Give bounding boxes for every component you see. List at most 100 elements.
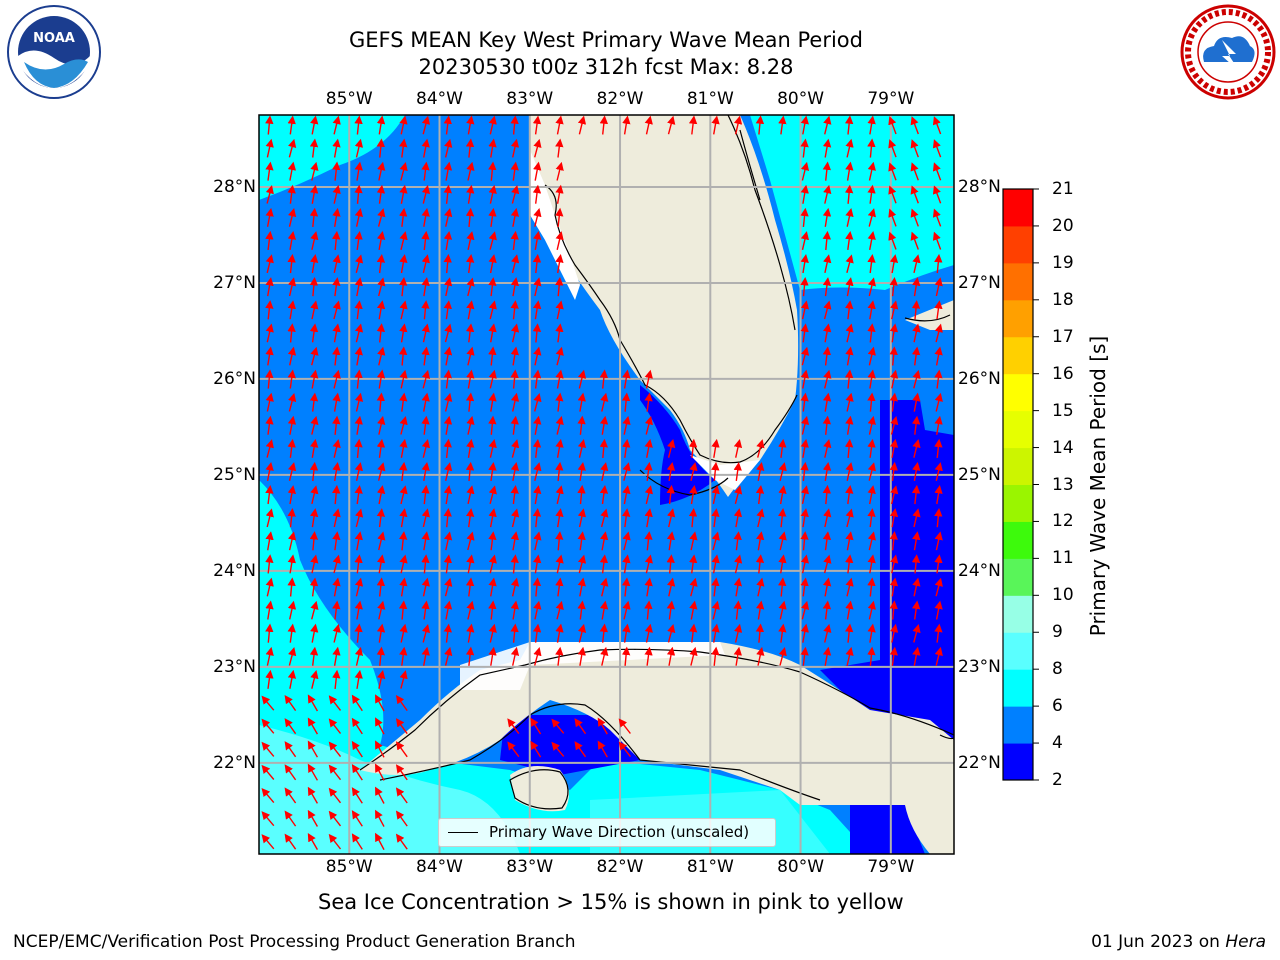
wave-direction-arrow [287,161,297,181]
wave-direction-arrow [398,277,408,297]
wave-direction-arrow [889,369,899,389]
wave-direction-arrow [912,531,921,551]
wave-direction-arrow [488,531,497,551]
wave-direction-arrow [443,346,453,366]
wave-direction-arrow [488,646,497,666]
wave-direction-arrow [261,695,275,711]
wave-direction-arrow [421,207,430,227]
colorbar-label: Primary Wave Mean Period [s] [1086,335,1110,637]
wave-direction-arrow [443,369,452,389]
wave-direction-arrow [822,461,832,482]
wave-direction-arrow [309,323,319,343]
wave-direction-arrow [711,485,720,505]
wave-direction-arrow [822,323,832,343]
wave-direction-arrow [261,741,275,757]
wave-direction-arrow [533,346,542,366]
wave-direction-arrow [264,861,274,872]
wave-direction-arrow [845,462,854,481]
wave-direction-arrow [532,508,542,528]
wave-direction-arrow [332,392,341,412]
wave-direction-arrow [309,646,319,666]
wave-direction-arrow [265,300,274,320]
wave-direction-arrow [845,577,854,597]
colorbar-segment [1003,595,1033,633]
wave-direction-arrow [599,415,609,435]
wave-direction-arrow [621,577,631,597]
wave-direction-arrow [421,138,430,158]
wave-direction-arrow [822,600,832,620]
wave-direction-arrow [375,832,385,851]
wave-direction-arrow [288,647,297,666]
wave-direction-arrow [510,531,520,551]
wave-direction-arrow [621,392,631,412]
wave-direction-arrow [778,531,787,551]
wave-direction-arrow [287,323,296,343]
wave-direction-arrow [644,461,653,481]
wave-direction-arrow [532,438,542,458]
wave-direction-arrow [354,438,363,458]
wave-direction-arrow [532,369,542,389]
wave-direction-arrow [287,253,296,274]
wave-direction-arrow [395,764,408,781]
wave-direction-arrow [351,694,363,712]
mask-cuba-north [460,642,725,690]
wave-direction-arrow [912,623,921,643]
wave-direction-arrow [265,669,274,689]
wave-direction-arrow [666,646,676,666]
wave-direction-arrow [867,184,876,204]
wave-direction-arrow [376,115,386,135]
wave-direction-arrow [287,346,297,366]
lat-label: 24°N [213,560,256,581]
wave-direction-arrow [399,623,408,643]
wave-direction-arrow [488,184,497,204]
wave-direction-arrow [488,577,497,597]
lat-label: 25°N [213,464,256,485]
wave-direction-arrow [332,531,341,551]
wave-direction-arrow [399,461,408,481]
wave-direction-arrow [376,254,386,274]
wave-direction-arrow [867,161,876,181]
wave-direction-arrow [488,138,497,158]
wave-direction-arrow [465,646,475,666]
wave-direction-arrow [507,741,520,758]
wave-direction-arrow [910,185,919,204]
wave-direction-arrow [287,508,296,528]
wave-direction-arrow [733,646,742,666]
wave-direction-arrow [555,461,564,482]
wave-direction-arrow [845,207,854,227]
wave-direction-arrow [934,623,943,643]
wave-direction-arrow [622,600,631,620]
wave-direction-arrow [844,438,854,458]
wave-direction-arrow [398,346,408,366]
wave-direction-arrow [822,531,832,551]
lon-label: 85°W [325,89,373,109]
wave-direction-arrow [309,461,319,482]
sea-ice-note: Sea Ice Concentration > 15% is shown in … [318,890,904,914]
wave-direction-arrow [376,485,386,505]
wave-direction-arrow [800,277,809,297]
land-florida [530,115,799,497]
wave-direction-arrow [510,415,519,435]
wave-direction-arrow [845,161,854,181]
wave-direction-arrow [328,787,342,804]
wave-direction-arrow [800,323,809,343]
wave-direction-arrow [265,185,274,204]
wave-direction-arrow [488,323,497,343]
wave-direction-arrow [328,718,342,734]
wave-direction-arrow [844,115,854,135]
wave-direction-arrow [466,300,475,320]
footer-branch: NCEP/EMC/Verification Post Processing Pr… [13,932,576,952]
wave-direction-arrow [688,508,698,528]
wave-direction-arrow [756,646,765,666]
wave-direction-arrow [532,300,542,320]
wave-direction-arrow [755,623,765,643]
wave-direction-arrow [845,300,854,320]
wave-direction-arrow [599,623,609,643]
wave-direction-arrow [845,600,854,620]
wave-direction-arrow [889,531,898,551]
colorbar-segment [1003,189,1033,227]
wave-direction-arrow [912,508,921,528]
wave-direction-arrow [332,369,341,389]
colorbar-tick-label: 19 [1052,252,1074,273]
wave-direction-arrow [711,554,720,574]
